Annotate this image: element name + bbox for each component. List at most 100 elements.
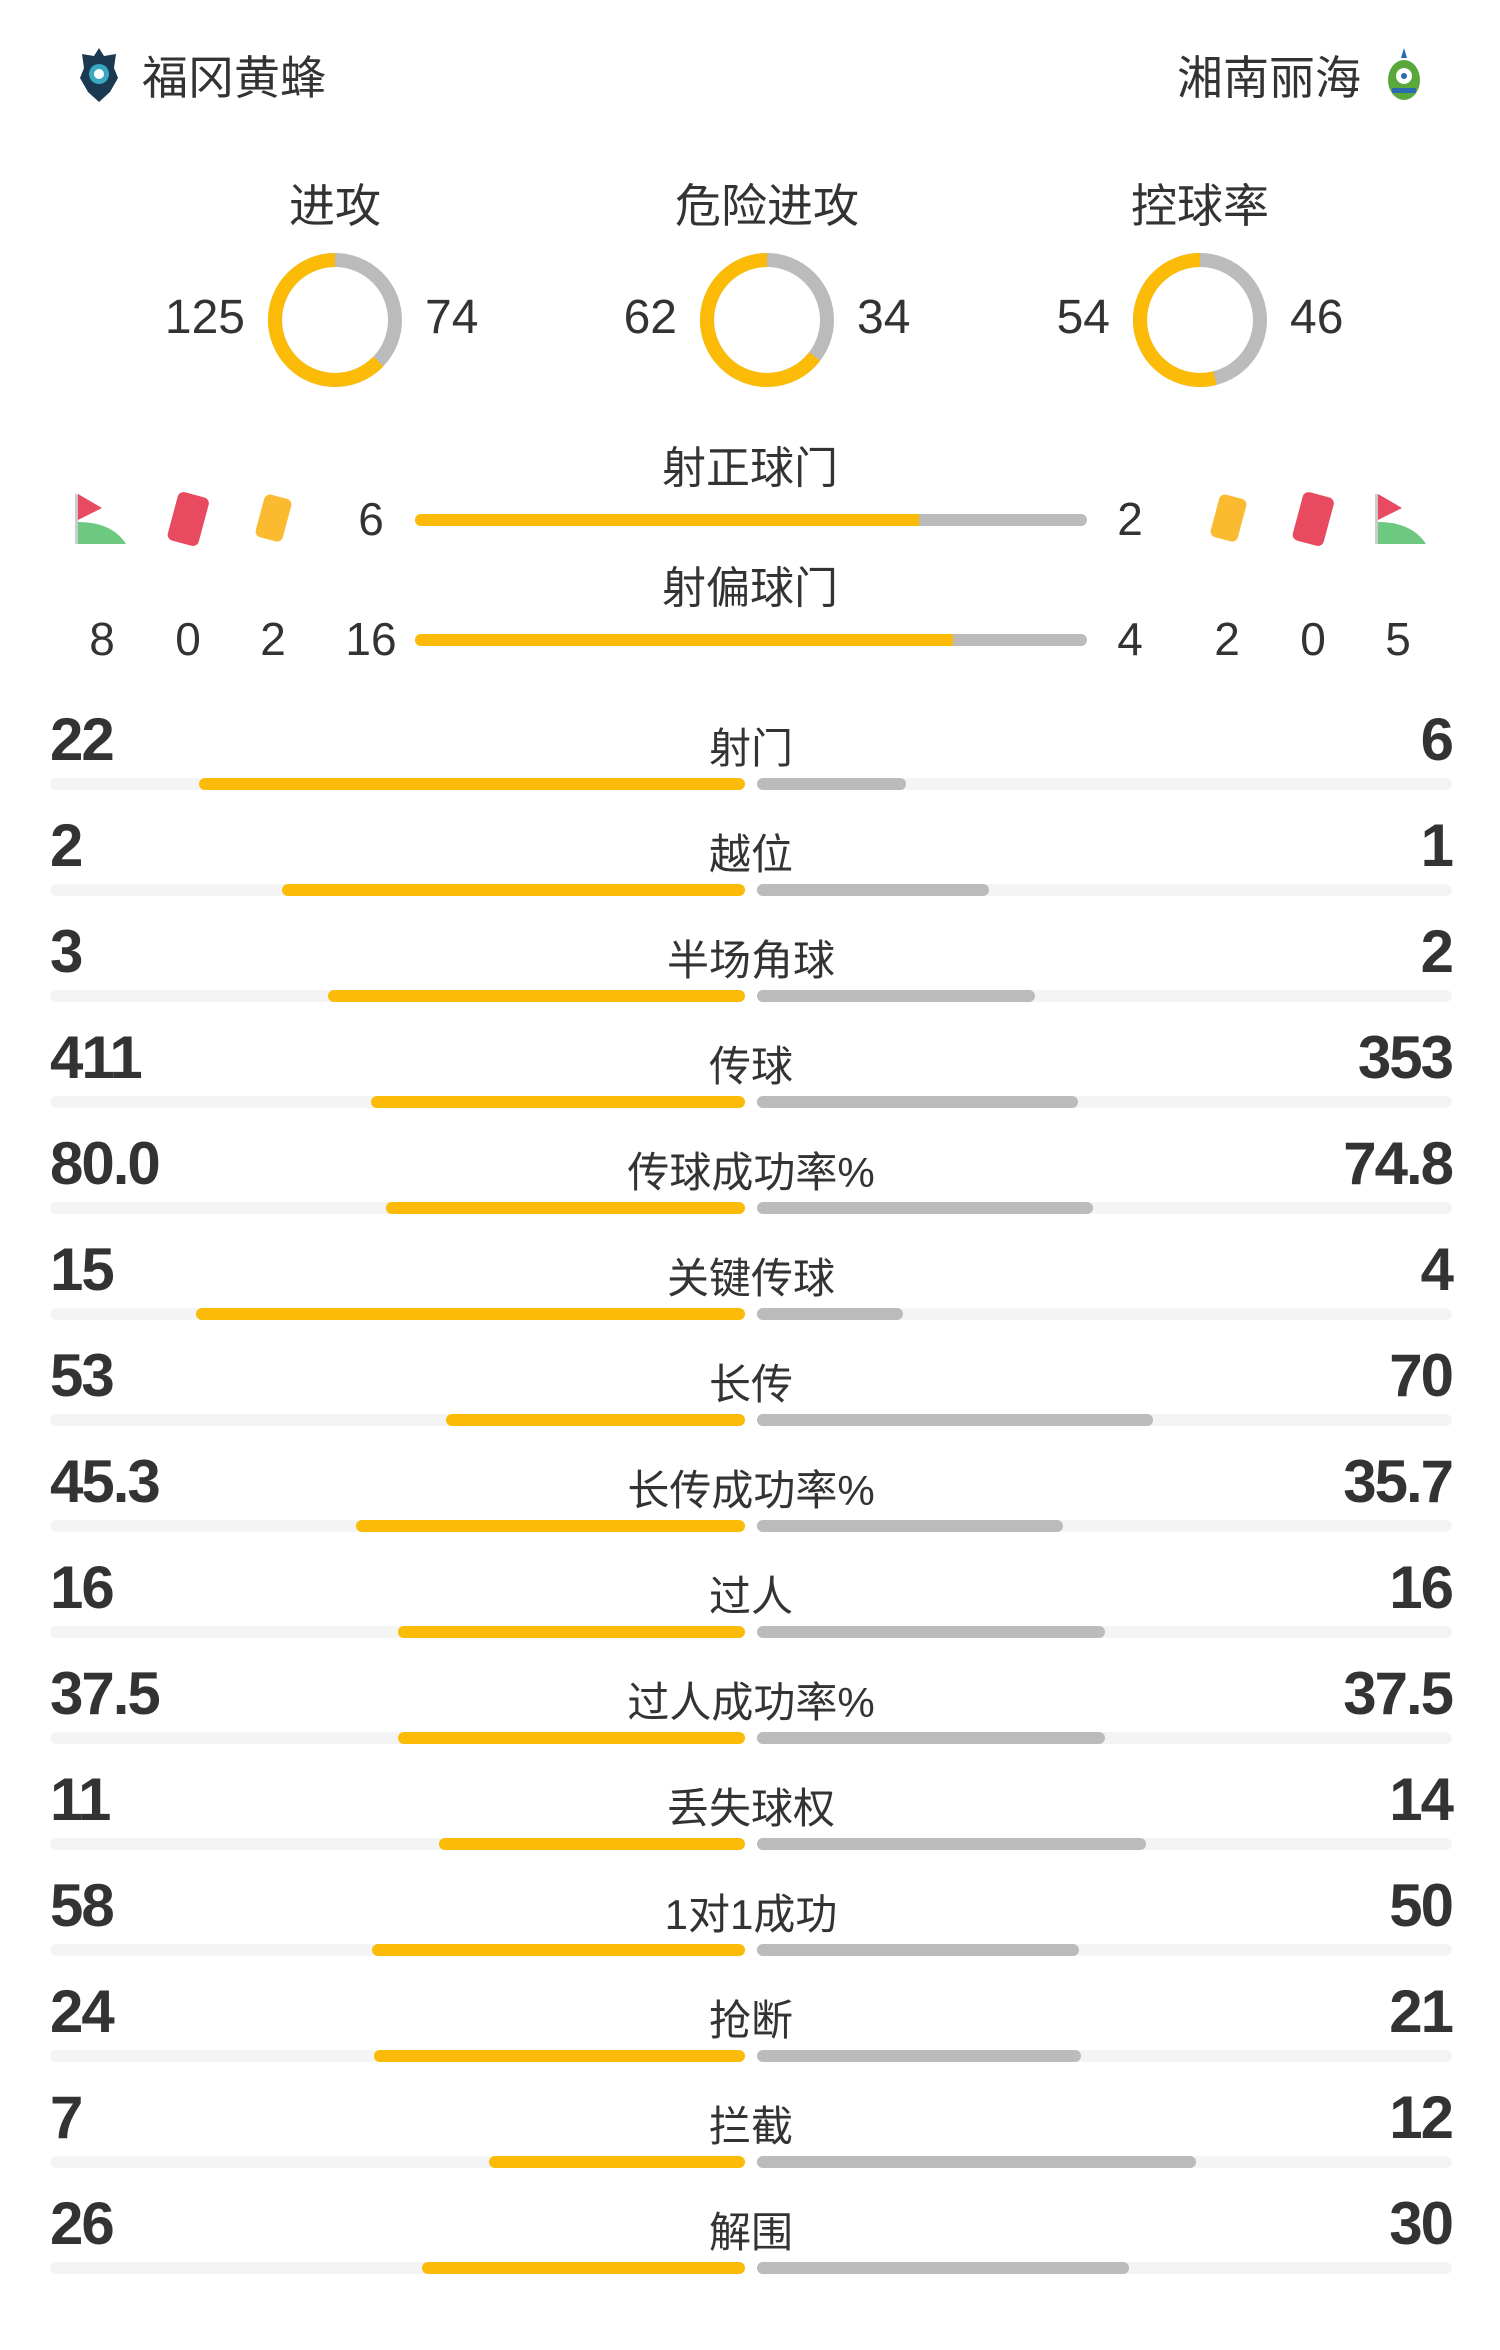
stat-away-bar (757, 2050, 1082, 2062)
stat-home-value: 2 (50, 812, 83, 879)
away-red-cards: 0 (1300, 613, 1326, 665)
donut-away-value: 34 (857, 291, 911, 344)
stat-row: 58 1对1成功 50 (50, 1871, 1454, 1971)
stat-home-track (50, 1096, 745, 1108)
stat-label: 关键传球 (666, 1255, 835, 1302)
stat-away-track (757, 778, 1452, 790)
stat-away-track (757, 1626, 1452, 1638)
stat-home-track (50, 990, 745, 1002)
stat-away-bar (757, 1520, 1064, 1532)
stat-row: 37.5 过人成功率% 37.5 (50, 1659, 1454, 1759)
shots-on-target-title: 射正球门 (662, 444, 838, 493)
stat-away-bar (757, 778, 906, 790)
home-corners: 8 (89, 613, 115, 665)
stat-away-bar (757, 990, 1035, 1002)
stat-row: 24 抢断 21 (50, 1977, 1454, 2077)
stat-away-value: 2 (1420, 918, 1454, 985)
stat-home-track (50, 1838, 745, 1850)
corner-flag-icon (1375, 494, 1426, 544)
stat-home-track (50, 1520, 745, 1532)
stat-home-track (50, 1944, 745, 1956)
red-card-icon (167, 492, 209, 546)
stat-home-track (50, 2050, 745, 2062)
stat-away-bar (757, 2156, 1196, 2168)
stat-home-value: 37.5 (50, 1660, 161, 1727)
stat-away-track (757, 1732, 1452, 1744)
stat-home-track (50, 1202, 745, 1214)
stat-label: 越位 (708, 831, 793, 878)
stat-label: 射门 (708, 725, 793, 772)
donut-home-arc (700, 253, 834, 387)
stat-home-bar (196, 1308, 745, 1320)
stat-label: 丢失球权 (666, 1785, 835, 1832)
donut-home-value: 54 (1056, 291, 1110, 344)
stat-away-bar (757, 1308, 904, 1320)
donut-title: 危险进攻 (675, 180, 859, 232)
stat-home-value: 15 (50, 1236, 115, 1303)
stat-home-bar (371, 1096, 745, 1108)
stat-away-bar (757, 1414, 1153, 1426)
stat-row: 16 过人 16 (50, 1553, 1454, 1653)
stat-label: 长传 (708, 1361, 793, 1408)
stat-away-track (757, 2156, 1452, 2168)
stat-home-bar (397, 1626, 745, 1638)
stat-home-value: 45.3 (50, 1448, 161, 1515)
donut-away-value: 46 (1290, 291, 1344, 344)
stat-home-track (50, 884, 745, 896)
stat-home-value: 411 (50, 1024, 143, 1091)
stat-home-value: 22 (50, 706, 115, 773)
donut-away-value: 74 (425, 291, 479, 344)
donut-chart (700, 253, 834, 387)
stat-row: 26 解围 30 (50, 2189, 1454, 2289)
home-team[interactable]: 福冈黄蜂 (78, 45, 326, 105)
stat-row: 80.0 传球成功率% 74.8 (50, 1129, 1454, 1229)
away-team-name: 湘南丽海 (1177, 52, 1361, 104)
away-team[interactable]: 湘南丽海 (1177, 45, 1425, 105)
stat-row: 7 拦截 12 (50, 2083, 1454, 2183)
corner-flag-icon (75, 494, 126, 544)
stat-home-track (50, 778, 745, 790)
shonan-bellmare-crest-icon (1388, 48, 1420, 100)
donut-chart (268, 253, 402, 387)
stat-away-bar (757, 1838, 1147, 1850)
home-shots-off-target: 16 (345, 613, 397, 665)
stat-away-track (757, 2262, 1452, 2274)
shots-off-target-bar (415, 634, 1087, 646)
home-red-cards: 0 (175, 613, 201, 665)
donut-home-value: 125 (164, 291, 245, 344)
stat-home-bar (445, 1414, 745, 1426)
stat-away-value: 353 (1357, 1024, 1454, 1091)
donut-home-value: 62 (623, 291, 677, 344)
shots-on-target-bar (415, 514, 1087, 526)
stat-home-bar (422, 2262, 745, 2274)
stat-home-bar (328, 990, 745, 1002)
stat-label: 长传成功率% (627, 1467, 875, 1514)
stat-away-value: 16 (1389, 1554, 1454, 1621)
donut-home-arc (1133, 253, 1267, 387)
stat-row: 2 越位 1 (50, 811, 1454, 911)
stat-home-bar (397, 1732, 745, 1744)
stat-home-value: 58 (50, 1872, 115, 1939)
stat-label: 半场角球 (666, 937, 835, 984)
stat-label: 解围 (708, 2209, 793, 2256)
home-team-name: 福冈黄蜂 (142, 52, 326, 104)
stat-away-value: 50 (1389, 1872, 1454, 1939)
stat-away-track (757, 1838, 1452, 1850)
away-yellow-cards: 2 (1214, 613, 1240, 665)
home-yellow-cards: 2 (260, 613, 286, 665)
stat-home-value: 53 (50, 1342, 115, 1409)
stat-away-track (757, 884, 1452, 896)
stat-away-track (757, 1096, 1452, 1108)
stat-home-value: 7 (50, 2084, 83, 2151)
stat-home-bar (374, 2050, 745, 2062)
donut-title: 进攻 (289, 180, 381, 232)
stat-home-bar (281, 884, 745, 896)
stat-label: 1对1成功 (664, 1891, 838, 1938)
stat-home-track (50, 1308, 745, 1320)
stat-label: 传球 (708, 1043, 793, 1090)
stat-away-track (757, 1414, 1452, 1426)
stat-away-value: 35.7 (1343, 1448, 1454, 1515)
stat-home-value: 80.0 (50, 1130, 161, 1197)
stat-away-value: 30 (1389, 2190, 1454, 2257)
stat-label: 拦截 (708, 2103, 793, 2150)
